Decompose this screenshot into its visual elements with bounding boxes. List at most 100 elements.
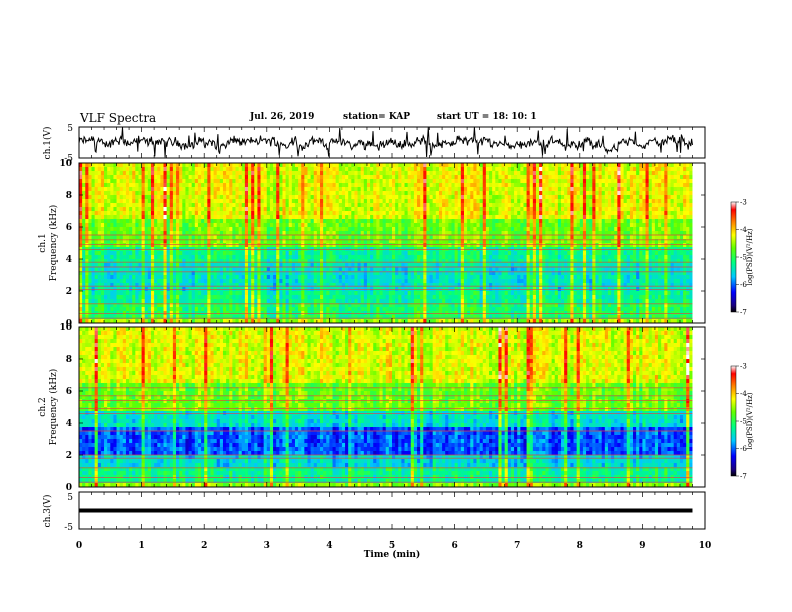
ch1-spectrogram-cell [110,271,114,276]
ch1-spectrogram-cell [213,175,218,180]
ch1-spectrogram-cell [420,279,424,284]
ch1-spectrogram-cell [119,319,124,324]
ch1-spectrogram-cell [285,267,290,272]
ch1-spectrogram-cell [273,235,277,240]
ch1-spectrogram-cell [260,259,265,264]
ch1-spectrogram-cell [370,231,374,236]
ch1-spectrogram-cell [332,187,337,192]
ch1-spectrogram-cell [248,211,252,216]
ch1-spectrogram-cell [407,291,412,296]
ch1-spectrogram-cell [404,243,409,248]
ch1-spectrogram-cell [91,179,96,184]
ch1-spectrogram-cell [376,267,380,272]
ch1-spectrogram-cell [354,259,358,264]
ch1-spectrogram-cell [82,223,86,228]
ch1-spectrogram-cell [288,243,293,248]
ch1-spectrogram-cell [338,231,343,236]
ch1-spectrogram-cell [154,207,158,212]
ch1-spectrogram-cell [279,219,283,224]
ch1-spectrogram-cell [407,243,412,248]
ch1-spectrogram-cell [354,191,358,196]
ch1-spectrogram-cell [182,243,186,248]
ch1-spectrogram-cell [182,171,186,176]
ch1-spectrogram-cell [172,239,177,244]
ch1-spectrogram-cell [138,271,142,276]
ch1-spectrogram-cell [454,243,459,248]
ch1-spectrogram-cell [451,291,455,296]
ch1-spectrogram-cell [404,319,409,324]
ch1-spectrogram-cell [370,295,374,300]
ch1-spectrogram-cell [251,295,255,300]
ch1-spectrogram-cell [413,215,418,220]
ch1-spectrogram-cell [235,275,240,280]
ch1-spectrogram-cell [157,315,161,320]
ch1-spectrogram-cell [257,167,261,172]
ch1-spectrogram-cell [138,275,142,280]
ch1-spectrogram-cell [273,195,277,200]
ch1-spectrogram-cell [373,227,377,232]
ch1-spectrogram-cell [82,299,86,304]
ch1-spectrogram-cell [144,243,149,248]
ch1-spectrogram-cell [129,167,133,172]
ch1-spectrogram-cell [182,231,186,236]
ch1-spectrogram-cell [404,171,409,176]
ch1-spectrogram-cell [144,191,149,196]
ch1-spectrogram-cell [392,211,396,216]
ch1-spectrogram-cell [104,199,108,204]
ch1-spectrogram-cell [144,231,149,236]
ch1-spectrogram-cell [273,267,277,272]
ch1-spectrogram-cell [154,215,158,220]
ch1-spectrogram-cell [326,231,330,236]
ch1-spectrogram-cell [129,219,133,224]
ch1-spectrogram-cell [395,199,399,204]
ch1-spectrogram-cell [385,275,390,280]
ch1-spectrogram-cell [429,243,434,248]
ch1-spectrogram-cell [307,319,312,324]
ch1-spectrogram-cell [204,243,208,248]
ch1-spectrogram-cell [138,231,142,236]
ch1-spectrogram-cell [179,243,183,248]
ch1-spectrogram-cell [116,219,121,224]
ch1-spectrogram-cell [104,291,108,296]
ch1-spectrogram-cell [401,171,405,176]
ch1-spectrogram-cell [282,239,286,244]
ch1-spectrogram-cell [357,283,362,288]
ch1-spectrogram-cell [219,179,224,184]
ch1-spectrogram-cell [301,183,305,188]
ch1-spectrogram-cell [88,279,92,284]
ch1-spectrogram-cell [432,163,437,168]
ch1-spectrogram-cell [304,267,308,272]
ch1-spectrogram-cell [454,163,459,168]
ch1-spectrogram-cell [179,175,183,180]
ch1-spectrogram-cell [417,171,421,176]
ch1-spectrogram-cell [288,303,293,308]
ch1-spectrogram-cell [129,291,133,296]
ch1-spectrogram-cell [263,319,268,324]
ch1-spectrogram-cell [445,255,449,260]
ch1-spectrogram-cell [451,239,455,244]
ch1-spectrogram-cell [326,251,330,256]
ch1-spectrogram-cell [110,295,114,300]
ch1-spectrogram-cell [442,279,446,284]
ch1-spectrogram-cell [269,243,274,248]
ch1-spectrogram-cell [351,283,355,288]
ch1-spectrogram-cell [429,187,434,192]
ch1-spectrogram-cell [385,179,390,184]
ch1-spectrogram-cell [254,183,258,188]
ch1-ytick-top: 5 [67,124,73,134]
ch1-spectrogram-cell [85,267,89,272]
ch1-spectrogram-cell [107,303,111,308]
ch1-spectrogram-cell [119,231,124,236]
ch1-spectrogram-cell [269,319,274,324]
ch1-spectrogram-cell [241,231,246,236]
ch1-spectrogram-cell [219,299,224,304]
ch1-spectrogram-cell [429,255,434,260]
ch1-spectrogram-cell [410,243,415,248]
ch1-spectrogram-cell [388,175,393,180]
ch1-spectrogram-cell [113,191,117,196]
ch1-spectrogram-cell [388,251,393,256]
ch1-spectrogram-cell [135,163,139,168]
ch1-spectrogram-cell [357,207,362,212]
ch1-spectrogram-cell [172,307,177,312]
ch1-spectrogram-cell [392,219,396,224]
